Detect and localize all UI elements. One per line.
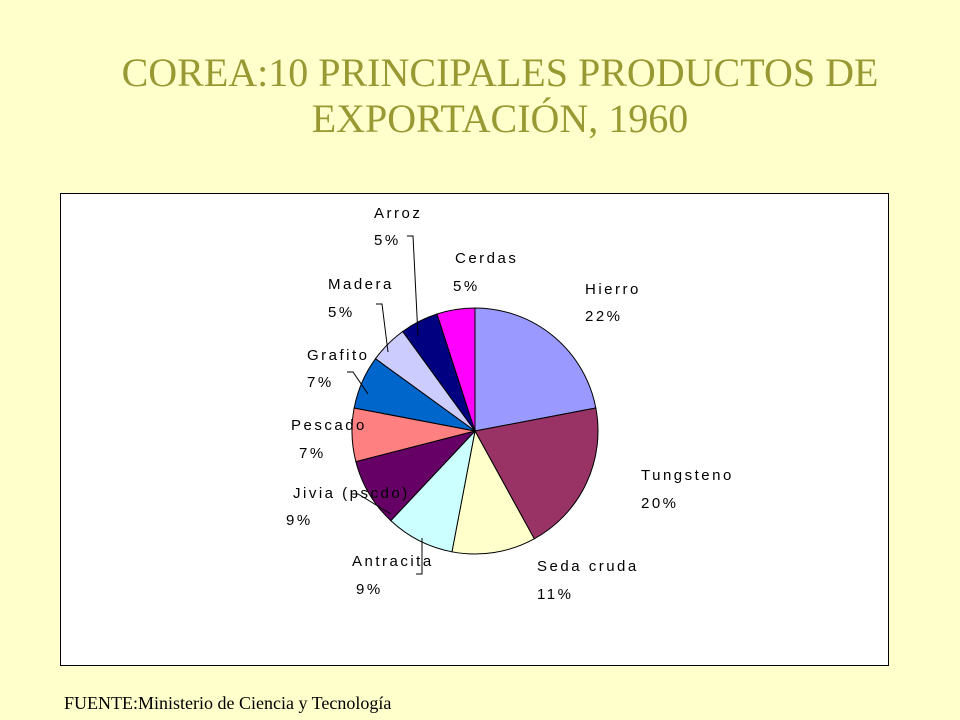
pie-slice-cerdas	[436, 307, 476, 432]
slice-labels: Hierro 22% Tungsteno 20% Seda cruda 11% Antrac…	[286, 205, 734, 603]
slice-label-antracita: Antracita	[352, 553, 434, 570]
pie-chart: Hierro 22% Tungsteno 20% Seda cruda 11% Antrac…	[286, 205, 734, 603]
slice-value-antracita: 9%	[356, 581, 383, 598]
slice-label-madera: Madera	[328, 276, 394, 293]
chart-title: COREA:10 PRINCIPALES PRODUCTOS DE EXPORT…	[80, 50, 920, 142]
slice-value-tungsteno: 20%	[641, 495, 679, 512]
leader-line	[416, 538, 423, 575]
pie-slice-tungsteno	[474, 407, 599, 540]
slice-value-madera: 5%	[328, 304, 355, 321]
slice-value-cerdas: 5%	[453, 278, 480, 295]
chart-title-line-1: COREA:10 PRINCIPALES PRODUCTOS DE	[121, 50, 879, 95]
slice-label-arroz: Arroz	[374, 205, 422, 222]
chart-title-line-2: EXPORTACIÓN, 1960	[311, 96, 689, 141]
slice-value-seda-cruda: 11%	[537, 586, 573, 603]
slice-label-pescado: Pescado	[291, 417, 367, 434]
slice-label-grafito: Grafito	[307, 347, 370, 364]
leader-line	[376, 303, 389, 353]
slice-value-arroz: 5%	[374, 232, 401, 249]
pie-slice-seda-cruda	[451, 429, 535, 555]
pie-slice-hierro	[474, 307, 597, 432]
slice-label-seda-cruda: Seda cruda	[537, 558, 639, 575]
slice-label-cerdas: Cerdas	[455, 250, 518, 267]
slice-value-pescado: 7%	[299, 445, 326, 462]
leader-line	[347, 371, 369, 395]
slice-label-jivia-pscdo: Jivia (pscdo)	[293, 485, 410, 502]
slice-value-jivia-pscdo: 9%	[286, 512, 313, 529]
slice-label-hierro: Hierro	[585, 281, 641, 298]
chart-plot-area: Hierro 22% Tungsteno 20% Seda cruda 11% Antrac…	[60, 193, 889, 666]
slice-label-tungsteno: Tungsteno	[641, 467, 734, 484]
slice-value-hierro: 22%	[585, 308, 623, 325]
pie-slices	[351, 307, 599, 555]
leader-line	[351, 493, 392, 515]
source-note: FUENTE:Ministerio de Ciencia y Tecnologí…	[64, 693, 392, 713]
leader-lines	[347, 235, 423, 575]
slice-value-grafito: 7%	[307, 374, 334, 391]
leader-line	[407, 235, 419, 337]
